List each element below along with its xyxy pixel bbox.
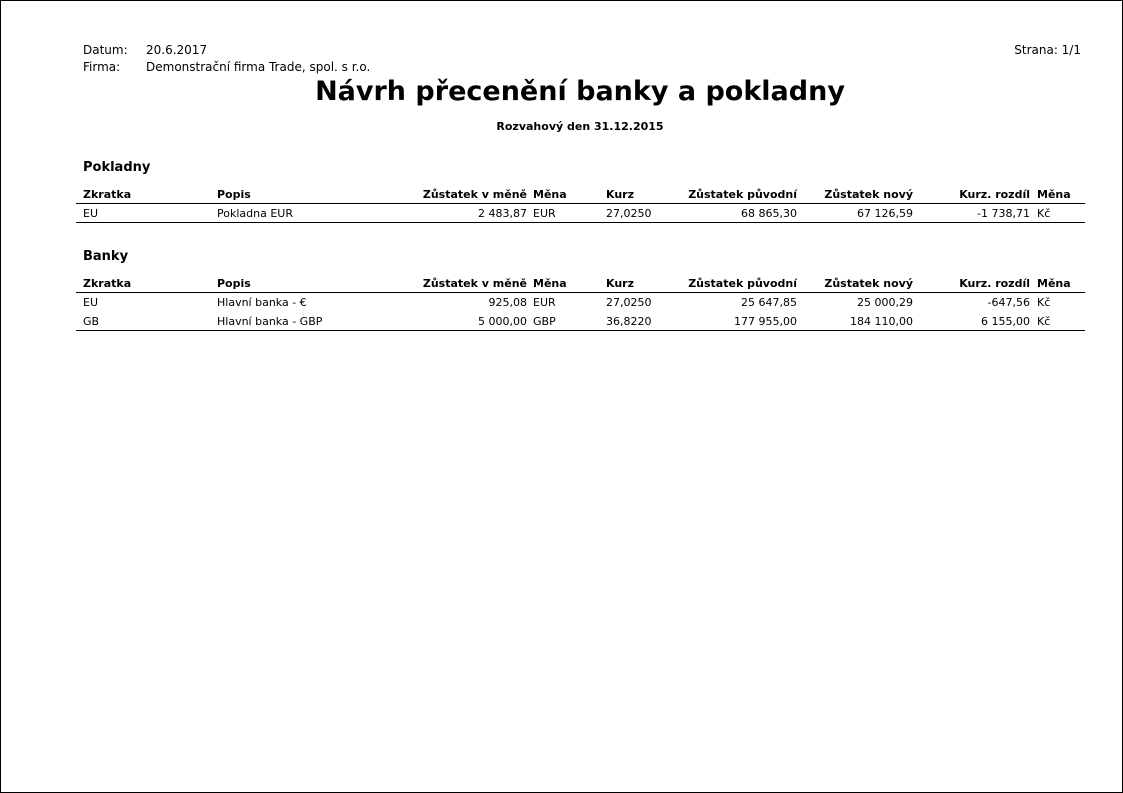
table-cell: Kč [1037,315,1051,328]
table-cell: -1 738,71 [977,207,1030,220]
table-cell: 925,08 [488,296,528,309]
page-number: Strana: 1/1 [1014,43,1081,57]
table-header: Zkratka Popis Zůstatek v měně Měna Kurz Zůsta… [76,274,1085,293]
table-cell: Kč [1037,207,1051,220]
column-header: Měna [1037,277,1071,290]
table-cell: 25 647,85 [741,296,797,309]
column-header: Zůstatek původní [688,188,797,201]
column-header: Popis [217,277,251,290]
column-header: Kurz. rozdíl [959,277,1030,290]
column-header: Kurz. rozdíl [959,188,1030,201]
column-header: Kurz [606,188,634,201]
table-cell: GBP [533,315,556,328]
table-cell: 68 865,30 [741,207,797,220]
table-cell: 184 110,00 [850,315,913,328]
column-header: Zůstatek v měně [422,277,527,290]
table-cell: GB [83,315,100,328]
column-header: Kurz [606,277,634,290]
company-label: Firma: [83,60,121,74]
column-header: Měna [533,188,567,201]
date-value: 20.6.2017 [146,43,208,57]
table-row: GB Hlavní banka - GBP 5 000,00 GBP 36,8220 17… [76,312,1085,331]
table-cell: Kč [1037,296,1051,309]
table-cell: EU [83,207,99,220]
table-cell: 27,0250 [606,296,652,309]
table-header: Zkratka Popis Zůstatek v měně Měna Kurz Zůsta… [76,185,1085,204]
table-cell: EU [83,296,99,309]
column-header: Zůstatek původní [688,277,797,290]
table-cell: 5 000,00 [478,315,527,328]
table-cell: 27,0250 [606,207,652,220]
column-header: Měna [1037,188,1071,201]
column-header: Zůstatek nový [824,277,913,290]
table-cell: 2 483,87 [478,207,527,220]
table-cell: EUR [533,296,556,309]
report-title: Návrh přecenění banky a pokladny [315,76,845,107]
table-row: EU Hlavní banka - € 925,08 EUR 27,0250 25 647… [76,293,1085,312]
table-cell: Hlavní banka - € [217,296,307,309]
company-value: Demonstrační firma Trade, spol. s r.o. [146,60,371,74]
table-cell: 177 955,00 [734,315,797,328]
section-title: Pokladny [83,160,151,175]
report-subtitle: Rozvahový den 31.12.2015 [496,120,664,133]
column-header: Měna [533,277,567,290]
section-title: Banky [83,249,129,264]
column-header: Zkratka [83,277,132,290]
column-header: Popis [217,188,251,201]
table-cell: 6 155,00 [981,315,1030,328]
table-cell: Hlavní banka - GBP [217,315,323,328]
table-row: EU Pokladna EUR 2 483,87 EUR 27,0250 68 865,3… [76,204,1085,223]
column-header: Zůstatek v měně [422,188,527,201]
table-cell: 25 000,29 [857,296,913,309]
column-header: Zkratka [83,188,132,201]
table-cell: Pokladna EUR [217,207,293,220]
table-cell: 36,8220 [606,315,652,328]
table-cell: -647,56 [987,296,1030,309]
date-label: Datum: [83,43,128,57]
table-cell: EUR [533,207,556,220]
table-cell: 67 126,59 [857,207,913,220]
column-header: Zůstatek nový [824,188,913,201]
